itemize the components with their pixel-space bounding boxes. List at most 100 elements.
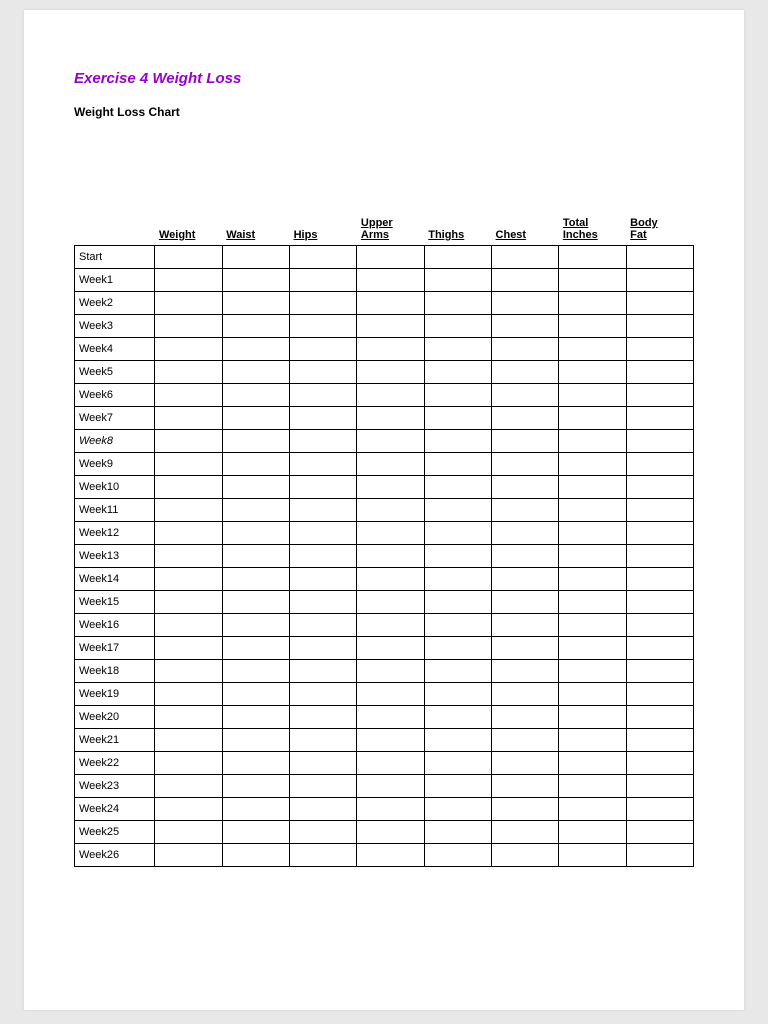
data-cell (492, 269, 559, 292)
data-cell (626, 522, 693, 545)
column-header: Weight (155, 209, 222, 246)
data-cell (559, 338, 626, 361)
data-cell (290, 545, 357, 568)
data-cell (155, 568, 222, 591)
data-cell (626, 292, 693, 315)
table-row: Week25 (75, 821, 694, 844)
data-cell (492, 821, 559, 844)
data-cell (424, 292, 491, 315)
data-cell (357, 660, 424, 683)
data-cell (155, 522, 222, 545)
data-cell (155, 453, 222, 476)
data-cell (357, 821, 424, 844)
data-cell (155, 821, 222, 844)
data-cell (290, 430, 357, 453)
data-cell (155, 407, 222, 430)
data-cell (155, 591, 222, 614)
data-cell (357, 246, 424, 269)
data-cell (492, 545, 559, 568)
data-cell (290, 591, 357, 614)
data-cell (357, 568, 424, 591)
data-cell (492, 246, 559, 269)
data-cell (492, 384, 559, 407)
data-cell (290, 729, 357, 752)
data-cell (626, 407, 693, 430)
data-cell (492, 591, 559, 614)
data-cell (155, 545, 222, 568)
data-cell (290, 821, 357, 844)
data-cell (559, 246, 626, 269)
data-cell (222, 775, 289, 798)
table-row: Start (75, 246, 694, 269)
data-cell (559, 522, 626, 545)
row-label: Week22 (75, 752, 155, 775)
data-cell (492, 775, 559, 798)
data-cell (357, 706, 424, 729)
data-cell (155, 844, 222, 867)
data-cell (424, 430, 491, 453)
data-cell (559, 568, 626, 591)
table-row: Week3 (75, 315, 694, 338)
table-row: Week11 (75, 499, 694, 522)
data-cell (357, 338, 424, 361)
data-cell (357, 775, 424, 798)
data-cell (626, 775, 693, 798)
data-cell (626, 453, 693, 476)
data-cell (626, 545, 693, 568)
data-cell (357, 637, 424, 660)
header-empty (75, 209, 155, 246)
data-cell (559, 545, 626, 568)
row-label: Week7 (75, 407, 155, 430)
data-cell (222, 315, 289, 338)
row-label: Week19 (75, 683, 155, 706)
data-cell (424, 752, 491, 775)
table-row: Week1 (75, 269, 694, 292)
data-cell (222, 821, 289, 844)
data-cell (222, 729, 289, 752)
data-cell (155, 660, 222, 683)
data-cell (222, 246, 289, 269)
data-cell (357, 545, 424, 568)
table-row: Week7 (75, 407, 694, 430)
data-cell (559, 384, 626, 407)
data-cell (290, 384, 357, 407)
data-cell (559, 660, 626, 683)
table-row: Week2 (75, 292, 694, 315)
data-cell (357, 729, 424, 752)
data-cell (559, 591, 626, 614)
data-cell (222, 637, 289, 660)
data-cell (155, 292, 222, 315)
data-cell (492, 453, 559, 476)
data-cell (424, 729, 491, 752)
data-cell (559, 361, 626, 384)
data-cell (626, 499, 693, 522)
data-cell (155, 637, 222, 660)
data-cell (559, 407, 626, 430)
data-cell (290, 292, 357, 315)
data-cell (290, 315, 357, 338)
data-cell (626, 246, 693, 269)
table-row: Week26 (75, 844, 694, 867)
subtitle: Weight Loss Chart (74, 105, 694, 119)
data-cell (559, 292, 626, 315)
row-label: Week11 (75, 499, 155, 522)
data-cell (222, 407, 289, 430)
data-cell (357, 522, 424, 545)
data-cell (357, 315, 424, 338)
data-cell (626, 430, 693, 453)
table-header-row: WeightWaistHipsUpperArmsThighsChestTotal… (75, 209, 694, 246)
data-cell (290, 568, 357, 591)
row-label: Week23 (75, 775, 155, 798)
data-cell (222, 338, 289, 361)
data-cell (626, 844, 693, 867)
row-label: Week15 (75, 591, 155, 614)
data-cell (424, 407, 491, 430)
table-row: Week23 (75, 775, 694, 798)
data-cell (222, 614, 289, 637)
column-header: Hips (290, 209, 357, 246)
data-cell (155, 269, 222, 292)
data-cell (155, 476, 222, 499)
data-cell (290, 752, 357, 775)
data-cell (626, 637, 693, 660)
data-cell (155, 315, 222, 338)
